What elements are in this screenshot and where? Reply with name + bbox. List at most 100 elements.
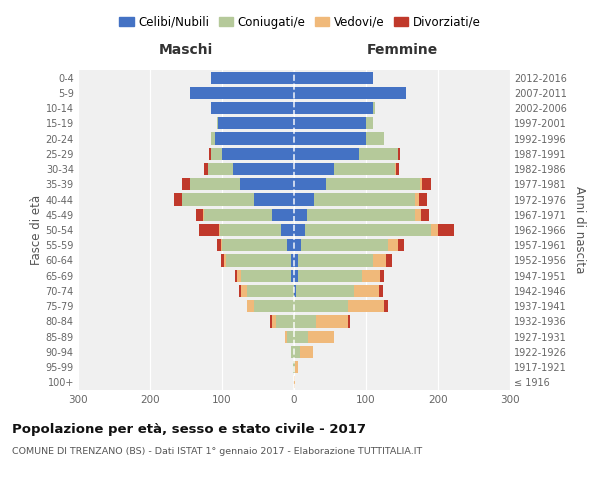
Bar xyxy=(294,316,316,328)
Bar xyxy=(211,102,294,114)
Bar xyxy=(204,163,208,175)
Bar xyxy=(420,178,422,190)
Bar xyxy=(174,194,182,205)
Bar xyxy=(235,270,237,282)
Text: Popolazione per età, sesso e stato civile - 2017: Popolazione per età, sesso e stato civil… xyxy=(12,422,366,436)
Bar xyxy=(291,346,294,358)
Text: COMUNE DI TRENZANO (BS) - Dati ISTAT 1° gennaio 2017 - Elaborazione TUTTITALIA.I: COMUNE DI TRENZANO (BS) - Dati ISTAT 1° … xyxy=(12,448,422,456)
Bar xyxy=(294,117,366,130)
Y-axis label: Anni di nascita: Anni di nascita xyxy=(572,186,586,274)
Bar xyxy=(362,270,380,282)
Bar xyxy=(237,270,241,282)
Bar xyxy=(359,148,398,160)
Bar xyxy=(209,148,211,160)
Bar xyxy=(196,208,203,221)
Bar xyxy=(294,300,348,312)
Bar xyxy=(294,132,366,144)
Bar xyxy=(301,239,388,252)
Bar xyxy=(247,285,294,297)
Bar xyxy=(294,224,305,236)
Bar xyxy=(204,208,272,221)
Bar xyxy=(314,194,415,205)
Bar xyxy=(270,316,272,328)
Bar xyxy=(247,300,254,312)
Bar xyxy=(298,270,362,282)
Bar xyxy=(380,270,384,282)
Bar xyxy=(294,102,373,114)
Bar xyxy=(294,254,298,266)
Bar xyxy=(294,346,300,358)
Bar xyxy=(388,239,398,252)
Bar xyxy=(398,239,404,252)
Bar xyxy=(241,270,291,282)
Bar xyxy=(294,178,326,190)
Bar xyxy=(298,254,373,266)
Bar xyxy=(190,178,240,190)
Bar xyxy=(294,361,295,373)
Bar xyxy=(221,254,224,266)
Bar xyxy=(422,178,431,190)
Bar xyxy=(398,148,400,160)
Bar xyxy=(366,132,384,144)
Bar xyxy=(431,224,438,236)
Bar xyxy=(211,132,215,144)
Bar xyxy=(294,285,296,297)
Bar xyxy=(300,346,313,358)
Bar xyxy=(348,300,384,312)
Bar xyxy=(281,224,294,236)
Bar xyxy=(287,330,294,343)
Bar xyxy=(284,330,287,343)
Bar xyxy=(415,208,421,221)
Bar xyxy=(190,87,294,99)
Y-axis label: Fasce di età: Fasce di età xyxy=(29,195,43,265)
Bar xyxy=(222,239,287,252)
Bar xyxy=(294,72,373,84)
Bar xyxy=(293,361,294,373)
Bar xyxy=(421,208,430,221)
Bar xyxy=(276,316,294,328)
Bar xyxy=(219,224,220,236)
Bar xyxy=(226,254,291,266)
Bar xyxy=(218,117,294,130)
Bar xyxy=(373,254,386,266)
Bar xyxy=(348,316,350,328)
Bar xyxy=(211,148,222,160)
Bar xyxy=(241,285,247,297)
Bar xyxy=(291,270,294,282)
Bar xyxy=(294,376,295,388)
Bar xyxy=(291,254,294,266)
Bar xyxy=(295,361,298,373)
Bar xyxy=(415,194,419,205)
Bar xyxy=(307,208,415,221)
Bar xyxy=(217,239,221,252)
Bar xyxy=(294,148,359,160)
Bar xyxy=(254,194,294,205)
Bar xyxy=(221,239,222,252)
Bar xyxy=(294,330,308,343)
Bar xyxy=(354,285,379,297)
Bar xyxy=(373,102,374,114)
Text: Femmine: Femmine xyxy=(367,43,437,57)
Bar xyxy=(395,163,399,175)
Bar xyxy=(208,163,233,175)
Bar xyxy=(296,285,354,297)
Bar xyxy=(287,239,294,252)
Bar xyxy=(386,254,392,266)
Bar xyxy=(294,87,406,99)
Bar xyxy=(316,316,348,328)
Bar xyxy=(182,194,254,205)
Bar xyxy=(233,163,294,175)
Bar xyxy=(294,270,298,282)
Bar xyxy=(182,178,190,190)
Bar xyxy=(294,163,334,175)
Bar xyxy=(222,148,294,160)
Bar xyxy=(254,300,294,312)
Bar xyxy=(239,285,241,297)
Legend: Celibi/Nubili, Coniugati/e, Vedovi/e, Divorziati/e: Celibi/Nubili, Coniugati/e, Vedovi/e, Di… xyxy=(115,11,485,34)
Bar xyxy=(211,72,294,84)
Bar xyxy=(294,208,307,221)
Bar xyxy=(326,178,420,190)
Bar xyxy=(272,208,294,221)
Bar xyxy=(199,224,219,236)
Bar xyxy=(334,163,395,175)
